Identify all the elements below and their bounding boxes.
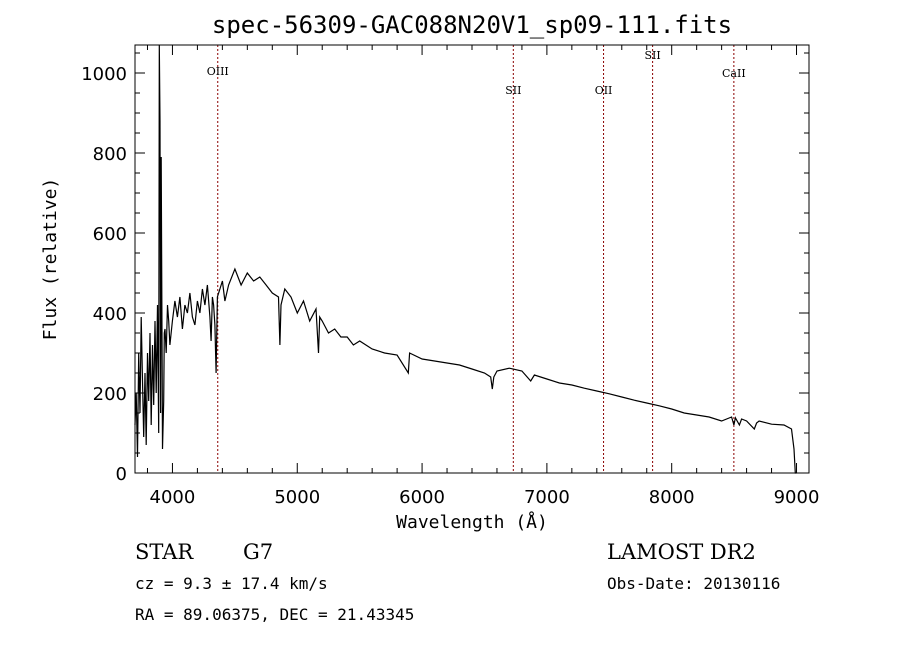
object-type: STAR bbox=[135, 540, 194, 564]
spectral-line-label: SII bbox=[505, 84, 521, 97]
spectral-line-label: SII bbox=[644, 49, 660, 62]
redshift-info: cz = 9.3 ± 17.4 km/s bbox=[135, 574, 328, 593]
spectrum-line bbox=[134, 44, 797, 474]
y-tick-label: 400 bbox=[93, 304, 127, 325]
x-axis-label: Wavelength (Å) bbox=[396, 511, 548, 533]
x-axis-ticks: 4000 5000 6000 7000 8000 9000 bbox=[146, 45, 820, 508]
object-subclass: G7 bbox=[243, 540, 273, 564]
survey-name: LAMOST DR2 bbox=[607, 540, 756, 564]
y-axis-label: Flux (relative) bbox=[40, 178, 61, 341]
spectral-line-label: OIII bbox=[207, 65, 229, 78]
x-tick-label: 6000 bbox=[399, 487, 445, 508]
spectral-line-label: CaII bbox=[722, 67, 746, 80]
x-tick-label: 9000 bbox=[774, 487, 820, 508]
chart-title: spec-56309-GAC088N20V1_sp09-111.fits bbox=[212, 11, 732, 39]
x-tick-label: 7000 bbox=[524, 487, 570, 508]
spectral-line-label: OII bbox=[595, 84, 613, 97]
x-tick-label: 5000 bbox=[274, 487, 320, 508]
spectral-lines: OIII SII OII SII CaII bbox=[207, 45, 746, 473]
coordinates: RA = 89.06375, DEC = 21.43345 bbox=[135, 605, 414, 624]
y-tick-label: 600 bbox=[93, 224, 127, 245]
y-tick-label: 1000 bbox=[81, 64, 127, 85]
y-tick-label: 0 bbox=[116, 464, 127, 485]
plot-frame bbox=[134, 44, 810, 474]
y-axis-ticks: 0 200 400 600 800 1000 bbox=[81, 52, 809, 485]
x-tick-label: 8000 bbox=[649, 487, 695, 508]
observation-date: Obs-Date: 20130116 bbox=[607, 574, 780, 593]
y-tick-label: 200 bbox=[93, 384, 127, 405]
y-tick-label: 800 bbox=[93, 144, 127, 165]
x-tick-label: 4000 bbox=[150, 487, 196, 508]
